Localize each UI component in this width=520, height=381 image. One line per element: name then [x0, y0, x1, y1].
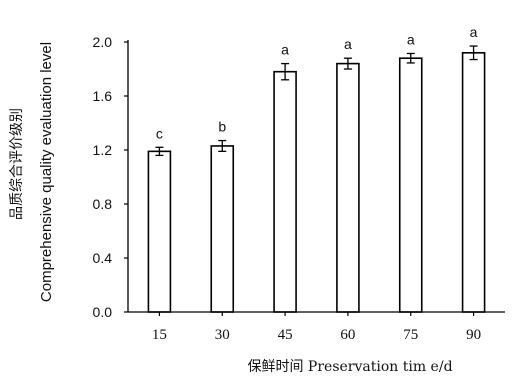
x-tick-label-90: 90 [466, 327, 481, 343]
axes-group [127, 40, 505, 313]
y-tick-label: 1.2 [93, 142, 113, 158]
x-tick-label-60: 60 [340, 327, 355, 343]
bar-60 [336, 62, 360, 313]
significance-labels-group: c b a a a a [156, 24, 478, 141]
bars-group [147, 51, 486, 313]
x-tick-label-15: 15 [152, 327, 167, 343]
bar-75 [398, 57, 423, 313]
significance-label-60: a [344, 36, 352, 52]
significance-label-30: b [218, 119, 226, 135]
y-axis-label-english: Comprehensive quality evaluation level [38, 42, 55, 302]
bar-30 [210, 145, 235, 313]
x-tick-label-30: 30 [215, 327, 230, 343]
y-tick-label: 0.4 [93, 250, 113, 266]
y-ticks-group: 0.0 0.4 0.8 1.2 1.6 2.0 [93, 34, 128, 320]
bar-15 [147, 150, 172, 313]
x-tick-label-75: 75 [403, 327, 418, 343]
bar-45 [273, 70, 297, 313]
y-tick-label: 1.6 [93, 88, 113, 104]
y-tick-label: 2.0 [93, 34, 113, 50]
x-ticks-group: 15 30 45 60 75 90 [152, 312, 481, 343]
y-tick-label: 0.8 [93, 196, 113, 212]
x-tick-label-45: 45 [278, 327, 293, 343]
error-bars-group [155, 45, 478, 157]
significance-label-15: c [156, 125, 163, 141]
significance-label-45: a [281, 42, 289, 58]
y-axis-label-chinese: 品质综合评价级别 [9, 108, 25, 220]
x-axis-label: 保鲜时间 Preservation tim e/d [247, 359, 452, 375]
bar-90 [461, 51, 486, 313]
significance-label-90: a [470, 24, 478, 40]
y-tick-label: 0.0 [93, 304, 113, 320]
significance-label-75: a [407, 31, 415, 47]
